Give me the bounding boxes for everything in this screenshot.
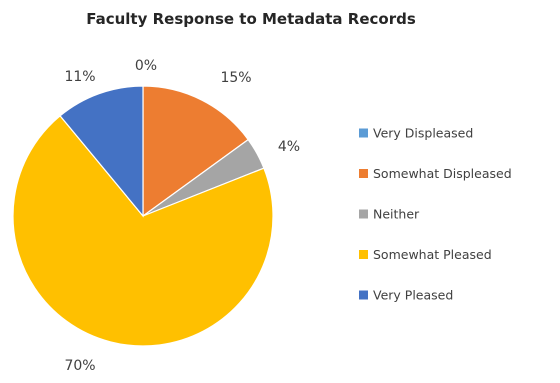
pie-slices	[12, 85, 274, 347]
pie-slice-somewhat-displeased	[142, 85, 250, 218]
legend-swatch-somewhat-pleased	[359, 250, 368, 259]
data-label-very-displeased: 0%	[135, 58, 157, 74]
legend-label-somewhat-pleased: Somewhat Pleased	[373, 247, 492, 262]
chart-title: Faculty Response to Metadata Records	[86, 10, 416, 28]
legend-label-very-displeased: Very Displeased	[373, 126, 473, 141]
legend-swatch-neither	[359, 209, 368, 219]
legend-swatch-very-pleased	[359, 290, 368, 300]
data-label-very-pleased: 11%	[64, 69, 95, 85]
pie-data-labels: 0% 15% 4% 70% 11%	[64, 58, 300, 374]
legend-swatch-somewhat-displeased	[359, 169, 368, 178]
data-label-somewhat-displeased: 15%	[220, 70, 251, 86]
legend-label-neither: Neither	[373, 207, 420, 222]
legend-label-somewhat-displeased: Somewhat Displeased	[373, 166, 512, 181]
legend-label-very-pleased: Very Pleased	[373, 288, 453, 303]
pie-slice-very-pleased	[59, 85, 144, 218]
data-label-neither: 4%	[278, 139, 300, 155]
legend-swatch-very-displeased	[359, 128, 368, 138]
data-label-somewhat-pleased: 70%	[64, 358, 95, 374]
legend: Very Displeased Somewhat Displeased Neithe…	[359, 126, 512, 303]
pie-slice-somewhat-pleased	[12, 114, 274, 347]
